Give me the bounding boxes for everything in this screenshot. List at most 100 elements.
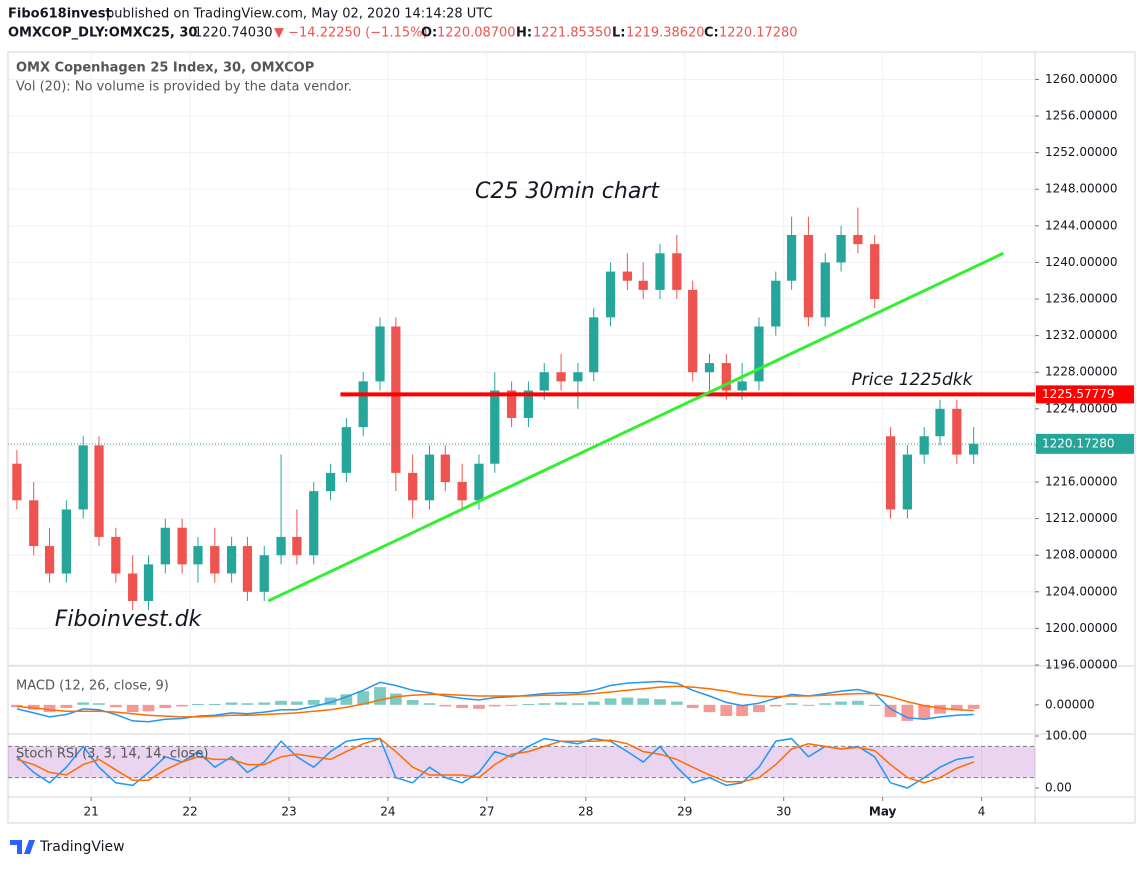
l-label: L: [612,26,625,41]
candle-body [226,546,237,574]
candle-body [408,472,418,501]
candle-body [143,564,154,601]
histogram-bar [389,693,402,705]
candle-body [276,536,286,556]
close: 1220.17280 [719,26,798,41]
series-line [16,685,974,718]
candle-body [424,454,435,501]
candle-body [391,326,401,473]
candle-body [440,454,450,483]
y-tick-label: 1232.00000 [1045,328,1118,342]
histogram-bar [60,704,73,709]
y-tick-label: 1200.00000 [1045,621,1118,635]
x-tick-label: 24 [380,805,395,819]
y-tick-label: 1208.00000 [1045,548,1118,562]
brand: TradingView [39,839,125,855]
candle-body [506,390,517,418]
h-label: H: [516,26,532,41]
candle-body [556,372,566,382]
histogram-bar [670,701,683,705]
histogram-bar [736,704,749,717]
histogram-bar [340,694,353,705]
y-tick-label: 0.00 [1045,781,1072,795]
candle-body [210,546,220,574]
histogram-bar [884,704,897,717]
band-fill [8,746,1035,778]
histogram-bar [621,697,634,705]
candle-body [803,234,814,318]
candle-body [78,445,88,510]
pane-title: OMX Copenhagen 25 Index, 30, OMXCOP [16,61,314,76]
histogram-bar [159,704,172,709]
candle-body [573,372,583,382]
y-tick-label: 100.00 [1045,728,1087,742]
candle-body [605,271,616,318]
histogram-bar [819,703,832,705]
candle-body [193,546,203,565]
candle-body [309,491,319,556]
histogram-bar [456,704,469,709]
frame [7,51,1136,824]
x-tick-label: May [869,805,897,819]
y-tick-label: 1196.00000 [1045,658,1118,672]
histogram-bar [785,703,798,705]
candle-body [820,262,830,318]
histogram-bar [406,700,419,705]
histogram-bar [488,704,501,707]
annotation: Price 1225dkk [852,370,974,390]
candle-body [474,463,484,501]
candle-body [704,363,715,373]
candle-body [853,234,863,245]
candle-body [94,445,104,537]
histogram-bar [703,704,716,713]
candle-body [655,253,665,290]
y-tick-label: 1216.00000 [1045,475,1118,489]
histogram-bar [176,704,189,707]
histogram-bar [967,704,980,709]
y-tick-label: 1248.00000 [1045,182,1118,196]
candle-body [177,527,187,565]
histogram-bar [555,702,567,705]
histogram-bar [901,704,914,721]
candle-body [836,234,846,263]
histogram-bar [307,700,320,705]
histogram-bar [357,691,370,705]
open: 1220.08700 [437,26,516,41]
candle-body [786,234,797,281]
x-tick-label: 23 [281,805,296,819]
header: Fibo618invest published on TradingView.c… [8,7,798,41]
candle-body [325,472,336,492]
candle-body [259,555,269,592]
candle-body [292,536,302,556]
histogram-bar [505,704,518,706]
histogram-bar [802,704,815,706]
candle-body [638,280,648,290]
series-line [16,737,974,789]
pane-subtitle: Vol (20): No volume is provided by the d… [16,80,352,95]
candle-body [341,427,352,473]
histogram-bar [522,704,535,706]
candle-body [29,500,39,547]
candle-body [754,326,764,382]
histogram-bar [637,698,650,705]
tradingview-logo [10,840,35,854]
histogram-bar [604,698,617,705]
histogram-bar [27,704,40,710]
y-tick-label: 1260.00000 [1045,72,1118,86]
histogram-bar [918,704,931,719]
y-tick-label: 1204.00000 [1045,584,1118,598]
candle-body [771,280,781,327]
histogram-bar [192,704,204,706]
candle-body [457,482,467,501]
candle-body [242,546,253,592]
histogram-bar [950,704,963,711]
x-tick-label: 22 [182,805,197,819]
histogram-bar [835,701,847,705]
candle-body [44,546,55,574]
histogram-bar [241,703,254,705]
price-label: 1220.17280 [1042,436,1115,450]
published: published on TradingView.com, May 02, 20… [106,7,493,22]
histogram-bar [77,702,90,705]
